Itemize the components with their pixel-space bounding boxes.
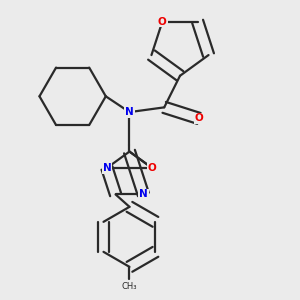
Text: N: N: [139, 189, 148, 200]
Text: O: O: [148, 163, 156, 173]
Text: N: N: [125, 107, 134, 117]
Text: O: O: [158, 16, 167, 26]
Text: CH₃: CH₃: [122, 282, 137, 291]
Text: N: N: [103, 163, 111, 173]
Text: O: O: [195, 113, 203, 123]
